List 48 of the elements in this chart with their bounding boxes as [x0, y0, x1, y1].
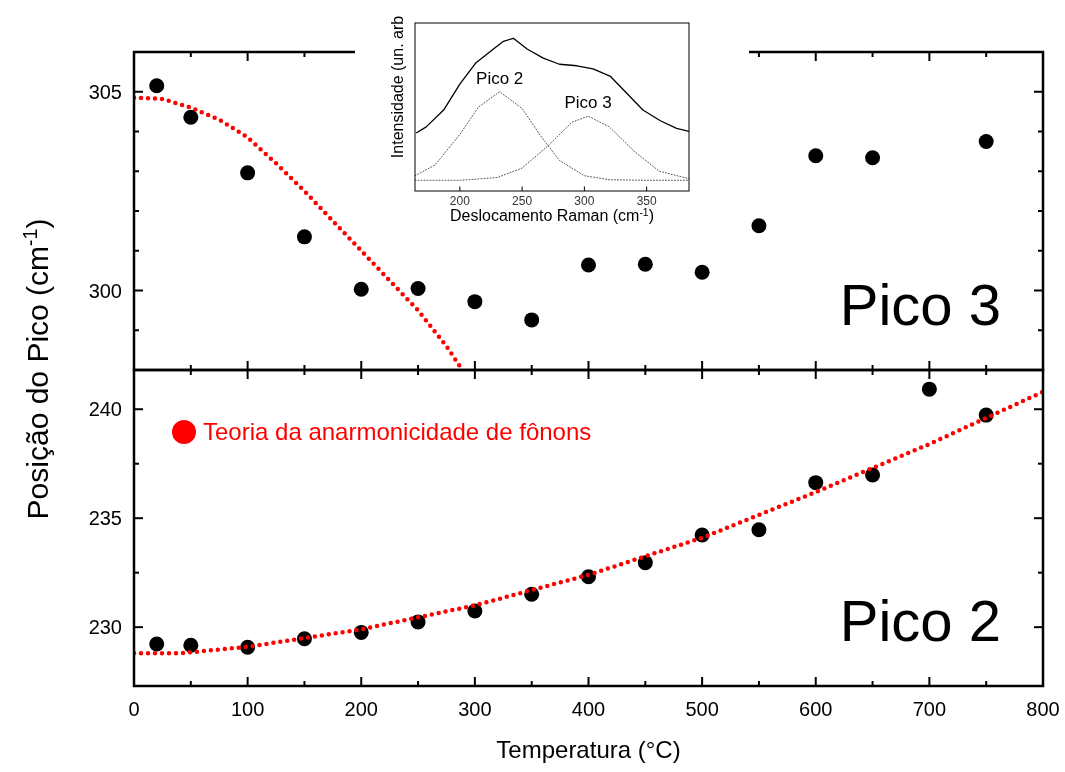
point: [978, 133, 994, 149]
x-tick-label: 500: [685, 698, 719, 720]
point: [467, 294, 483, 310]
point: [637, 256, 653, 272]
x-axis-title: Deslocamento Raman (cm$^{-1}$): [450, 206, 654, 224]
point: [149, 636, 165, 652]
x-tick-label: 300: [574, 194, 595, 208]
point: [921, 381, 937, 397]
y-tick-label: 300: [88, 279, 122, 302]
legend-label: Teoria da anarmonicidade de fônons: [203, 418, 592, 445]
point: [694, 264, 710, 280]
point: [183, 109, 199, 125]
point: [353, 281, 369, 297]
y-axis-title: Intensidade (un. arb: [389, 15, 406, 159]
point: [296, 229, 312, 245]
x-tick-label: 100: [230, 698, 265, 720]
line-series: [134, 389, 1043, 656]
x-tick-label: 600: [799, 698, 833, 720]
y-tick-label: 240: [88, 398, 122, 421]
x-axis-title: Temperatura (°C): [496, 736, 681, 763]
point: [808, 148, 824, 164]
x-tick-label: 400: [571, 698, 606, 720]
point: [808, 475, 824, 491]
y-tick-label: 235: [88, 507, 122, 530]
x-tick-label: 700: [912, 698, 947, 720]
x-tick-label: 300: [458, 698, 492, 720]
y-tick-label: 230: [88, 616, 122, 639]
point: [865, 467, 881, 483]
x-tick-label: 250: [512, 194, 533, 208]
annotation: Pico 2: [839, 588, 1001, 653]
annotation: Pico 3: [839, 272, 1001, 337]
point: [149, 78, 165, 94]
point: [751, 218, 767, 234]
point: [410, 281, 426, 297]
point: [865, 150, 881, 166]
x-tick-label: 200: [449, 194, 471, 208]
series-label: Pico 2: [476, 68, 524, 88]
point: [751, 522, 767, 538]
series-label: Pico 3: [564, 93, 612, 113]
x-tick-label: 800: [1026, 698, 1060, 720]
x-tick-label: 200: [344, 698, 378, 720]
y-tick-label: 305: [88, 80, 122, 103]
point: [581, 257, 596, 273]
point: [183, 637, 199, 653]
point: [240, 165, 256, 181]
x-tick-label: 0: [128, 698, 140, 720]
x-tick-label: 350: [636, 194, 657, 208]
point: [524, 312, 540, 328]
